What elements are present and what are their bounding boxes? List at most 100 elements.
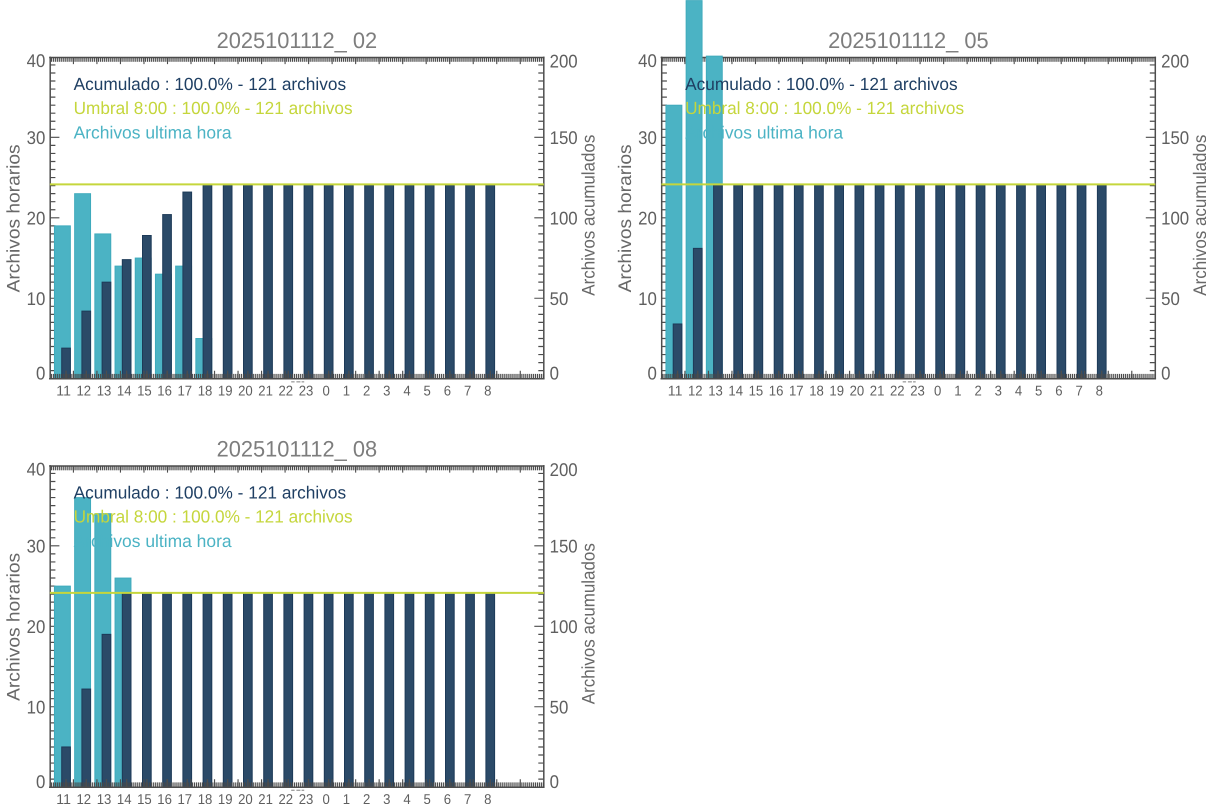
svg-text:Archivos horarios: Archivos horarios	[3, 553, 23, 701]
svg-text:100: 100	[550, 208, 578, 229]
svg-text:11: 11	[56, 792, 71, 804]
svg-text:100: 100	[550, 616, 578, 637]
svg-text:14: 14	[117, 792, 132, 804]
svg-text:50: 50	[550, 696, 569, 717]
svg-text:19: 19	[218, 792, 233, 804]
svg-text:11: 11	[56, 383, 71, 399]
svg-text:21: 21	[258, 792, 273, 804]
svg-text:6: 6	[444, 383, 451, 399]
svg-text:5: 5	[1035, 383, 1042, 399]
svg-text:20: 20	[27, 616, 46, 637]
svg-text:2: 2	[363, 383, 370, 399]
svg-text:12: 12	[77, 383, 92, 399]
svg-text:23: 23	[910, 383, 925, 399]
svg-text:200: 200	[550, 459, 578, 480]
svg-text:17: 17	[178, 383, 193, 399]
svg-text:150: 150	[550, 127, 578, 148]
svg-text:0: 0	[323, 383, 330, 399]
svg-text:20: 20	[638, 208, 657, 229]
svg-text:Archivos ultima hora: Archivos ultima hora	[685, 122, 843, 142]
svg-text:Archivos acumulados: Archivos acumulados	[578, 135, 598, 296]
svg-text:4: 4	[403, 383, 410, 399]
svg-text:30: 30	[27, 536, 46, 557]
svg-text:0: 0	[36, 363, 45, 384]
svg-text:40: 40	[638, 50, 657, 71]
svg-text:2025101112_ 02: 2025101112_ 02	[217, 28, 378, 53]
svg-text:10: 10	[638, 288, 657, 309]
svg-text:Archivos ultima hora: Archivos ultima hora	[74, 122, 232, 142]
svg-text:5: 5	[424, 383, 431, 399]
svg-text:16: 16	[157, 383, 172, 399]
svg-text:50: 50	[550, 288, 569, 309]
svg-text:18: 18	[809, 383, 824, 399]
svg-text:13: 13	[97, 383, 112, 399]
svg-text:18: 18	[198, 383, 213, 399]
svg-text:Archivos ultima hora: Archivos ultima hora	[74, 531, 232, 551]
svg-text:Archivos acumulados: Archivos acumulados	[578, 543, 598, 704]
svg-text:4: 4	[1015, 383, 1022, 399]
svg-text:8: 8	[484, 792, 491, 804]
svg-text:Acumulado : 100.0% - 121 archi: Acumulado : 100.0% - 121 archivos	[685, 74, 958, 94]
svg-text:11: 11	[668, 383, 683, 399]
svg-text:19: 19	[829, 383, 844, 399]
svg-text:15: 15	[137, 792, 152, 804]
svg-text:Umbral 8:00 : 100.0% - 121 arc: Umbral 8:00 : 100.0% - 121 archivos	[74, 507, 353, 527]
svg-text:21: 21	[258, 383, 273, 399]
svg-text:2: 2	[974, 383, 981, 399]
svg-text:17: 17	[178, 792, 193, 804]
svg-text:100: 100	[1161, 208, 1189, 229]
svg-text:15: 15	[137, 383, 152, 399]
svg-text:14: 14	[728, 383, 743, 399]
svg-text:15: 15	[749, 383, 764, 399]
svg-text:6: 6	[1055, 383, 1062, 399]
svg-text:1: 1	[343, 383, 350, 399]
svg-text:23: 23	[299, 383, 314, 399]
svg-text:Acumulado : 100.0% - 121 archi: Acumulado : 100.0% - 121 archivos	[74, 483, 347, 503]
svg-text:2: 2	[363, 792, 370, 804]
svg-text:22: 22	[279, 792, 294, 804]
svg-text:7: 7	[464, 383, 471, 399]
svg-text:150: 150	[1161, 127, 1189, 148]
svg-text:0: 0	[550, 771, 559, 792]
svg-text:0: 0	[934, 383, 941, 399]
svg-text:Archivos acumulados: Archivos acumulados	[1190, 135, 1206, 296]
svg-text:2025101112_ 05: 2025101112_ 05	[828, 28, 989, 53]
svg-text:20: 20	[850, 383, 865, 399]
svg-text:0: 0	[647, 363, 656, 384]
svg-text:23: 23	[299, 792, 314, 804]
svg-text:12: 12	[688, 383, 703, 399]
svg-text:Archivos horarios: Archivos horarios	[615, 144, 635, 292]
svg-text:200: 200	[550, 51, 578, 72]
svg-text:8: 8	[484, 383, 491, 399]
svg-text:0: 0	[550, 363, 559, 384]
svg-text:20: 20	[238, 792, 253, 804]
svg-text:0: 0	[1161, 363, 1170, 384]
svg-text:20: 20	[27, 208, 46, 229]
svg-text:13: 13	[708, 383, 723, 399]
svg-text:3: 3	[995, 383, 1002, 399]
svg-text:21: 21	[870, 383, 885, 399]
svg-text:30: 30	[638, 127, 657, 148]
svg-text:30: 30	[27, 127, 46, 148]
svg-text:1: 1	[954, 383, 961, 399]
svg-text:7: 7	[464, 792, 471, 804]
svg-text:3: 3	[383, 792, 390, 804]
svg-text:40: 40	[27, 50, 46, 71]
svg-text:8: 8	[1096, 383, 1103, 399]
svg-text:2025101112_ 08: 2025101112_ 08	[217, 436, 378, 461]
svg-text:20: 20	[238, 383, 253, 399]
svg-text:10: 10	[27, 288, 46, 309]
svg-text:4: 4	[403, 792, 410, 804]
svg-text:Umbral 8:00 : 100.0% - 121 arc: Umbral 8:00 : 100.0% - 121 archivos	[74, 98, 353, 118]
svg-text:22: 22	[890, 383, 905, 399]
svg-text:Acumulado : 100.0% - 121 archi: Acumulado : 100.0% - 121 archivos	[74, 74, 347, 94]
svg-text:14: 14	[117, 383, 132, 399]
svg-text:7: 7	[1075, 383, 1082, 399]
svg-text:5: 5	[424, 792, 431, 804]
svg-text:Archivos horarios: Archivos horarios	[3, 144, 23, 292]
svg-text:0: 0	[36, 771, 45, 792]
svg-text:50: 50	[1161, 288, 1180, 309]
svg-text:1: 1	[343, 792, 350, 804]
svg-text:6: 6	[444, 792, 451, 804]
svg-text:40: 40	[27, 459, 46, 480]
